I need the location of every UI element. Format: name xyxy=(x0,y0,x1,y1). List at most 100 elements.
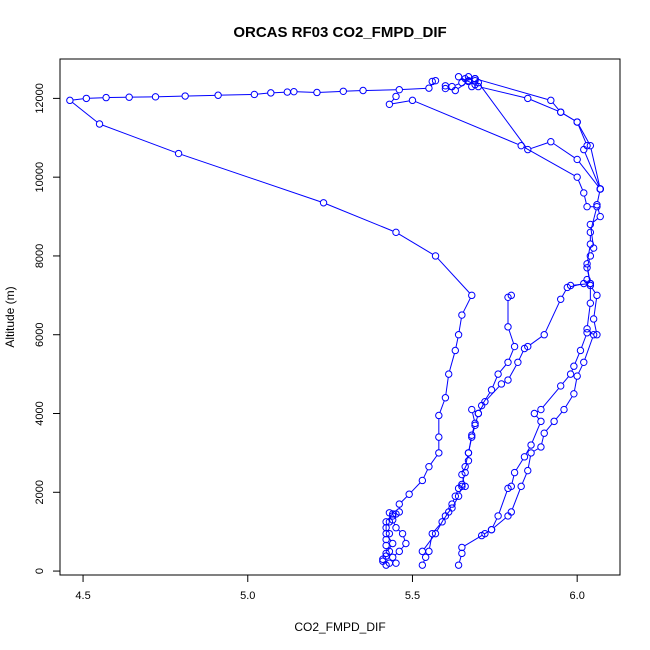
data-point xyxy=(382,549,390,558)
data-point xyxy=(586,220,595,229)
data-point xyxy=(468,431,476,439)
series-segment xyxy=(530,99,558,112)
data-point xyxy=(464,77,473,86)
data-point xyxy=(398,529,407,538)
data-point xyxy=(468,405,476,414)
data-point xyxy=(313,88,321,97)
series-segment xyxy=(459,489,462,494)
series-segment xyxy=(462,297,471,313)
series-segment xyxy=(484,530,490,535)
data-point xyxy=(290,87,298,96)
data-point xyxy=(402,539,410,548)
data-point xyxy=(461,482,469,491)
data-point xyxy=(593,203,601,211)
data-point xyxy=(481,397,489,406)
series-segment xyxy=(320,90,341,93)
series-group xyxy=(454,185,604,569)
series-segment xyxy=(492,376,498,388)
data-point xyxy=(382,529,390,538)
series-segment xyxy=(552,102,560,111)
data-point xyxy=(441,84,450,93)
data-point xyxy=(425,462,433,471)
data-point xyxy=(408,96,417,105)
data-point xyxy=(471,421,479,430)
series-segment xyxy=(448,88,453,91)
series-segment xyxy=(499,364,507,372)
series-segment xyxy=(188,94,215,97)
series-segment xyxy=(181,154,321,203)
x-tick-label: 6.0 xyxy=(570,590,585,602)
data-point xyxy=(283,88,291,96)
data-point xyxy=(593,331,601,339)
data-point xyxy=(494,370,502,378)
series-segment xyxy=(392,100,410,105)
data-point xyxy=(550,417,558,426)
data-point xyxy=(392,559,400,567)
data-point xyxy=(448,504,456,512)
data-point xyxy=(461,462,469,471)
data-point xyxy=(431,76,440,85)
series-segment xyxy=(387,545,392,551)
y-tick-label: 6000 xyxy=(34,322,46,346)
series-group xyxy=(454,73,604,193)
y-tick-label: 8000 xyxy=(34,244,46,268)
series-layer xyxy=(66,73,604,569)
x-tick-label: 5.0 xyxy=(240,590,255,602)
data-point xyxy=(468,433,476,441)
data-point xyxy=(557,382,565,390)
data-point xyxy=(395,500,403,508)
data-point xyxy=(66,96,74,105)
data-point xyxy=(425,547,433,556)
data-point xyxy=(389,539,397,548)
data-point xyxy=(524,466,532,475)
series-segment xyxy=(584,337,594,360)
x-tick-label: 4.5 xyxy=(75,590,90,602)
series-segment xyxy=(593,321,597,332)
data-point xyxy=(451,492,459,500)
data-point xyxy=(319,199,328,207)
series-group xyxy=(418,291,519,569)
data-point xyxy=(517,482,525,491)
series-segment xyxy=(530,336,542,346)
series-segment xyxy=(437,257,470,294)
series-segment xyxy=(462,463,468,472)
data-point xyxy=(441,512,450,520)
data-point xyxy=(497,380,506,388)
series-segment xyxy=(508,349,514,360)
series-segment xyxy=(89,97,103,99)
data-point xyxy=(405,490,413,498)
data-point xyxy=(570,362,578,370)
series-segment xyxy=(387,516,392,520)
data-point xyxy=(418,547,427,556)
series-segment xyxy=(102,124,176,153)
series-segment xyxy=(415,101,519,145)
data-point xyxy=(514,358,522,366)
data-point xyxy=(441,82,450,90)
series-segment xyxy=(391,98,395,103)
series-segment xyxy=(479,404,484,411)
series-segment xyxy=(536,415,540,420)
data-point xyxy=(464,457,473,465)
data-point xyxy=(520,453,529,461)
data-point xyxy=(573,372,581,380)
series-segment xyxy=(573,379,578,391)
data-point xyxy=(557,108,565,116)
data-point xyxy=(586,141,595,150)
series-segment xyxy=(584,152,600,187)
data-point xyxy=(596,185,604,193)
series-segment xyxy=(464,534,483,547)
data-point xyxy=(510,468,519,477)
series-segment xyxy=(578,161,599,187)
series-segment xyxy=(597,207,600,214)
series-group xyxy=(66,76,476,569)
data-point xyxy=(441,394,450,402)
series-group xyxy=(379,509,410,567)
data-point xyxy=(102,93,110,102)
y-tick-label: 2000 xyxy=(34,480,46,504)
series-segment xyxy=(521,473,527,484)
series-segment xyxy=(518,351,524,360)
data-point xyxy=(395,508,403,516)
data-point xyxy=(583,141,591,150)
series-segment xyxy=(439,400,445,413)
series-segment xyxy=(561,290,567,297)
